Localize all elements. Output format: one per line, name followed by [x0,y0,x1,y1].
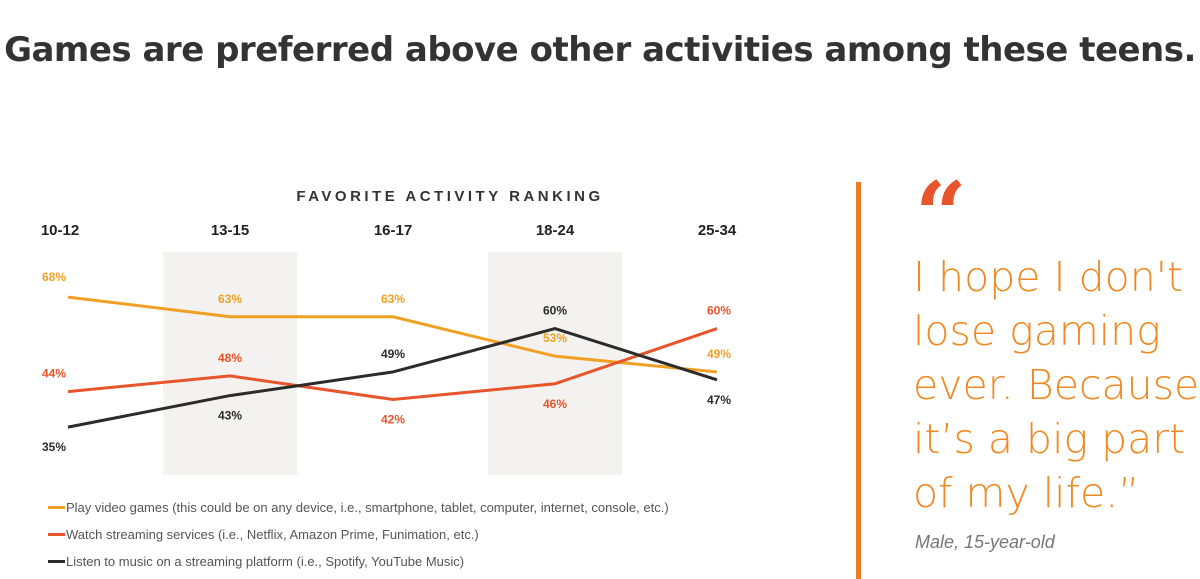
data-label: 49% [381,347,405,361]
data-label: 44% [42,367,66,381]
shaded-band-13-15 [163,252,297,475]
series-line-2 [67,327,718,429]
legend-item-music: Listen to music on a streaming platform … [48,554,464,569]
data-label: 42% [381,413,405,427]
data-label: 68% [42,270,66,284]
data-label: 60% [707,304,731,318]
data-label: 46% [543,397,567,411]
category-label: 13-15 [211,222,249,239]
legend-item-games: Play video games (this could be on any d… [48,500,669,515]
quote-author: Male, 15-year-old [915,532,1055,552]
series-line-1 [67,327,718,402]
data-label: 53% [543,331,567,345]
page-title: Games are preferred above other activiti… [4,30,1196,70]
data-label: 48% [218,351,242,365]
category-label: 10-12 [41,222,79,239]
category-label: 18-24 [536,222,575,239]
category-label: 16-17 [374,222,412,239]
data-label: 43% [218,409,242,423]
legend-label: Listen to music on a streaming platform … [66,554,465,569]
series-line-0 [67,295,718,374]
data-label: 35% [42,440,66,454]
legend-label: Play video games (this could be on any d… [66,500,669,515]
legend-label: Watch streaming services (i.e., Netflix,… [66,527,479,542]
data-label: 60% [543,304,567,318]
legend-swatch-streaming [48,533,65,536]
chart-title: FAVORITE ACTIVITY RANKING [296,188,603,205]
data-label: 47% [707,393,731,407]
category-label: 25-34 [698,222,737,239]
quote-text: I hope I don't lose gaming ever. Because… [913,253,1200,517]
line-chart: FAVORITE ACTIVITY RANKING 10-12 13-15 16-17… [41,188,737,475]
data-label: 49% [707,347,731,361]
quote-divider [856,182,861,579]
data-label: 63% [381,292,405,306]
legend-swatch-music [48,560,65,563]
data-label: 63% [218,292,242,306]
shaded-band-18-24 [488,252,622,475]
legend-item-streaming: Watch streaming services (i.e., Netflix,… [48,527,479,542]
legend-swatch-games [48,506,65,509]
quote-mark-icon: “ [915,162,967,268]
